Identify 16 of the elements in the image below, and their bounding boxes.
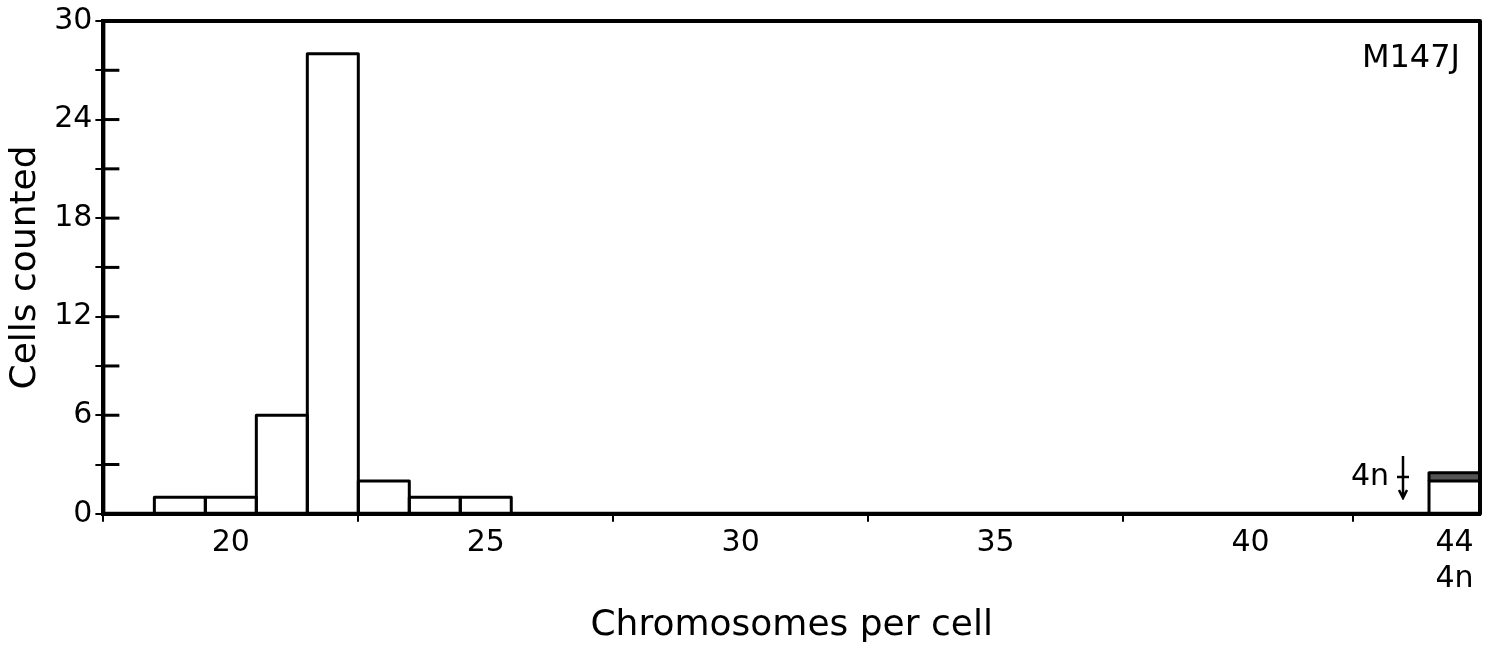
y-tick-label: 0	[73, 493, 93, 529]
y-tick-label: 6	[73, 395, 93, 431]
y-tick-label: 12	[54, 296, 93, 332]
x-tick-label: 40	[1231, 522, 1270, 558]
x-tick-label: 25	[466, 522, 505, 558]
y-axis-title: Cells counted	[1, 145, 43, 390]
annotation: M147J	[1361, 37, 1460, 76]
x-tick-label: 20	[211, 522, 250, 558]
y-tick-label: 30	[54, 0, 93, 36]
x-tick-label: 44 4n	[1435, 522, 1474, 594]
x-tick-label: 30	[721, 522, 760, 558]
y-tick-label: 24	[54, 99, 93, 135]
x-tick-label: 35	[976, 522, 1015, 558]
y-tick-label: 18	[54, 197, 93, 233]
series-label: 4n	[1350, 456, 1390, 492]
x-axis-title: Chromosomes per cell	[590, 601, 993, 643]
